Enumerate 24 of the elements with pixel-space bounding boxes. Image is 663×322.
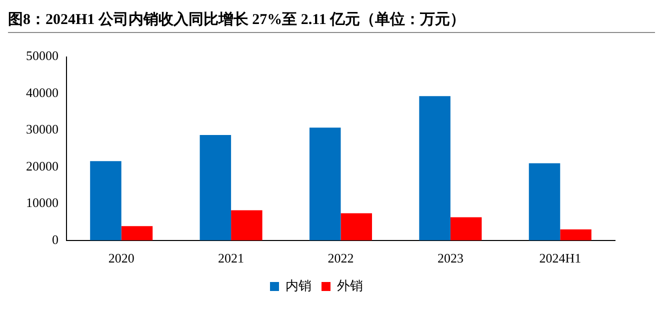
y-tick-label: 50000 (26, 48, 58, 64)
bar (560, 229, 592, 240)
bar (419, 96, 450, 240)
y-tick-label: 10000 (26, 195, 58, 210)
x-tick-label: 2020 (108, 250, 134, 266)
bar (90, 161, 122, 240)
bar (309, 128, 341, 240)
bar (231, 210, 262, 240)
y-tick-label: 20000 (26, 158, 58, 174)
bar (340, 213, 372, 240)
legend-label: 内销 (286, 278, 312, 293)
bar (528, 163, 560, 240)
bar (121, 226, 153, 240)
x-tick-label: 2024H1 (539, 250, 582, 266)
y-tick-label: 30000 (26, 122, 58, 137)
bar (200, 135, 232, 240)
x-tick-label: 2022 (328, 250, 354, 266)
x-tick-label: 2023 (437, 250, 464, 266)
bar (450, 217, 482, 240)
y-tick-label: 0 (52, 232, 58, 247)
y-tick-label: 40000 (26, 84, 58, 100)
chart-title: 图8：2024H1 公司内销收入同比增长 27%至 2.11 亿元（单位：万元） (8, 8, 655, 33)
legend-label: 外销 (337, 278, 363, 293)
x-tick-label: 2021 (218, 250, 244, 266)
